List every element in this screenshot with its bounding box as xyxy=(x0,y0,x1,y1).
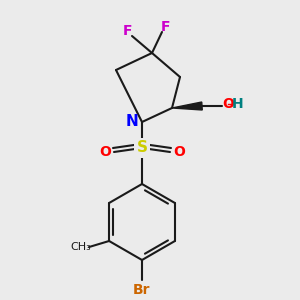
Text: S: S xyxy=(136,140,148,155)
Polygon shape xyxy=(172,102,202,110)
Text: O: O xyxy=(173,145,185,159)
Text: O: O xyxy=(99,145,111,159)
Text: N: N xyxy=(126,113,138,128)
Text: CH₃: CH₃ xyxy=(71,242,92,252)
Text: F: F xyxy=(161,20,171,34)
Text: F: F xyxy=(123,24,133,38)
Text: O: O xyxy=(222,97,234,111)
Text: H: H xyxy=(232,97,244,111)
Text: Br: Br xyxy=(133,283,151,297)
